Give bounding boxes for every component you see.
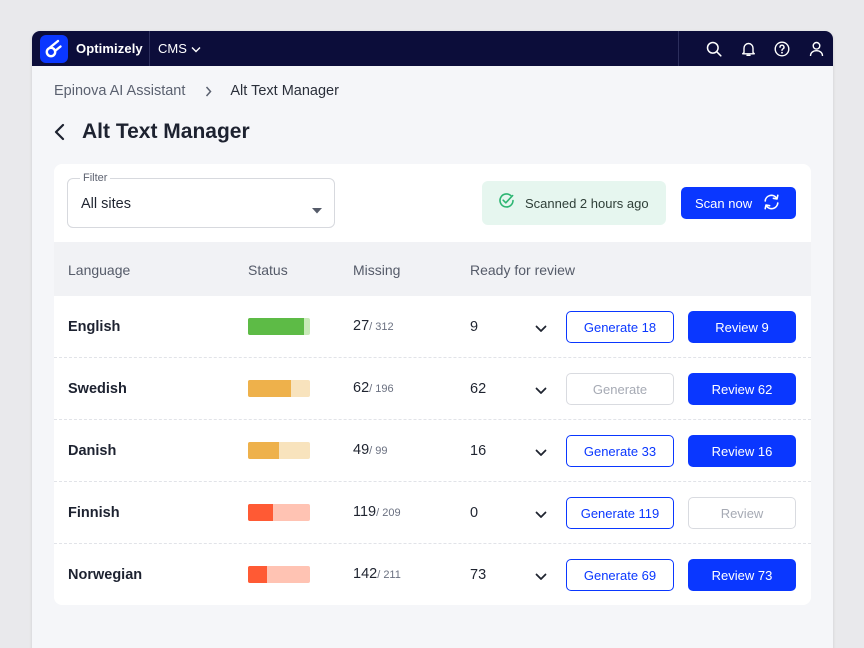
help-icon[interactable] [765,31,799,66]
table-row: Finnish 119/ 209 0 Generate 119 Review [54,482,811,544]
review-button[interactable]: Review [688,497,796,529]
status-progress-fill [248,566,267,583]
scan-now-button[interactable]: Scan now [681,187,796,219]
scan-status-text: Scanned 2 hours ago [525,195,649,211]
optimizely-logo-icon [40,34,68,63]
status-progress-fill [248,504,273,521]
table-row: Norwegian 142/ 211 73 Generate 69 Review 73 [54,544,811,606]
site-filter-select[interactable]: Filter All sites [67,172,335,228]
status-progress-fill [248,380,292,397]
review-button[interactable]: Review 62 [688,373,796,405]
language-name: English [68,319,121,335]
top-actions [678,31,833,66]
chevron-down-icon[interactable] [535,382,547,400]
missing-value: 142 [353,566,378,582]
chevron-down-icon [187,41,201,56]
table-header: Language Status Missing Ready for review [54,242,811,296]
chevron-right-icon [205,86,212,97]
status-progress-bar [248,566,310,583]
missing-total: / 99 [369,445,388,457]
ready-count: 16 [470,443,487,459]
table-row: English 27/ 312 9 Generate 18 Review 9 [54,296,811,358]
breadcrumb-parent-link[interactable]: Epinova AI Assistant [54,83,186,99]
top-navigation-bar: Optimizely CMS [32,31,833,66]
bell-icon[interactable] [731,31,765,66]
chevron-down-icon[interactable] [535,506,547,524]
missing-count: 119/ 209 [353,504,401,520]
back-arrow-icon[interactable] [54,120,72,144]
logo-text: Optimizely [76,41,143,56]
search-icon[interactable] [697,31,731,66]
page-header: Alt Text Manager [54,120,250,144]
missing-total: / 209 [376,507,401,519]
generate-button[interactable]: Generate [566,373,674,405]
language-name: Norwegian [68,567,143,583]
missing-count: 49/ 99 [353,442,388,458]
ready-count: 62 [470,381,487,397]
missing-count: 142/ 211 [353,566,401,582]
review-button[interactable]: Review 73 [688,559,796,591]
filter-label: Filter [80,172,111,184]
status-progress-fill [248,318,304,335]
status-progress-bar [248,442,310,459]
app-window: Optimizely CMS Epinova AI Assistant [32,31,833,648]
scan-status-badge: Scanned 2 hours ago [482,181,666,225]
generate-button[interactable]: Generate 18 [566,311,674,343]
generate-button[interactable]: Generate 69 [566,559,674,591]
status-progress-bar [248,318,310,335]
generate-button[interactable]: Generate 33 [566,435,674,467]
language-name: Finnish [68,505,120,521]
chevron-down-icon[interactable] [535,320,547,338]
ready-count: 9 [470,319,479,335]
breadcrumb-current: Alt Text Manager [230,83,339,99]
column-header-ready: Ready for review [470,262,576,278]
language-name: Danish [68,443,117,459]
language-name: Swedish [68,381,127,397]
missing-total: / 196 [369,383,394,395]
review-button[interactable]: Review 9 [688,311,796,343]
logo[interactable]: Optimizely [32,31,150,66]
missing-value: 27 [353,318,370,334]
generate-button[interactable]: Generate 119 [566,497,674,529]
column-header-status: Status [248,262,288,278]
status-progress-bar [248,504,310,521]
column-header-missing: Missing [353,262,401,278]
breadcrumb: Epinova AI Assistant Alt Text Manager [54,83,339,99]
missing-count: 62/ 196 [353,380,394,396]
status-progress-fill [248,442,279,459]
table-row: Danish 49/ 99 16 Generate 33 Review 16 [54,420,811,482]
column-header-language: Language [68,262,131,278]
missing-total: / 312 [369,321,394,333]
alt-text-panel: Filter All sites Scanned 2 hours ago Sca… [54,164,811,605]
missing-count: 27/ 312 [353,318,394,334]
caret-down-icon [312,201,322,219]
refresh-icon [752,194,781,213]
page-title: Alt Text Manager [82,120,250,143]
missing-value: 49 [353,442,370,458]
chevron-down-icon[interactable] [535,568,547,586]
product-label: CMS [158,41,187,56]
check-circle-icon [498,192,515,214]
missing-value: 119 [353,504,377,520]
ready-count: 73 [470,567,487,583]
status-progress-bar [248,380,310,397]
missing-value: 62 [353,380,370,396]
missing-total: / 211 [377,569,401,581]
user-icon[interactable] [799,31,833,66]
scan-now-label: Scan now [695,195,753,211]
ready-count: 0 [470,505,479,521]
review-button[interactable]: Review 16 [688,435,796,467]
chevron-down-icon[interactable] [535,444,547,462]
product-switcher[interactable]: CMS [158,41,201,56]
table-row: Swedish 62/ 196 62 Generate Review 62 [54,358,811,420]
filter-value: All sites [81,196,131,212]
